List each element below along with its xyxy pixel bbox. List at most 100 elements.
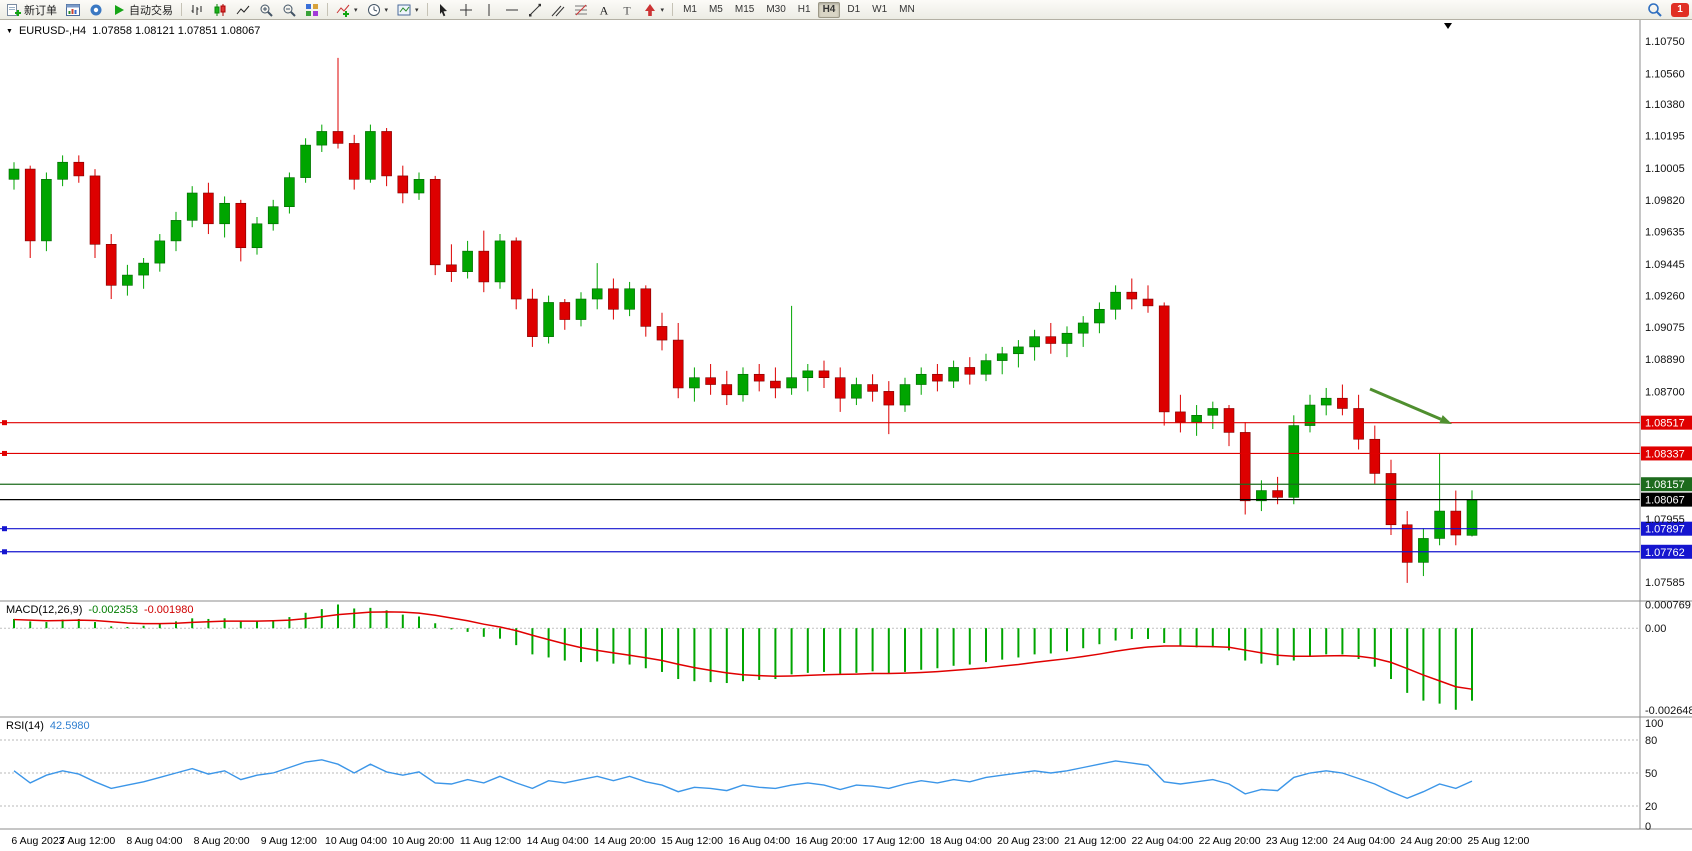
zoom-out-button[interactable] (278, 0, 300, 19)
svg-text:22 Aug 04:00: 22 Aug 04:00 (1131, 835, 1193, 847)
svg-text:A: A (599, 3, 608, 17)
horizontal-line-button[interactable] (501, 0, 523, 19)
svg-text:1.09260: 1.09260 (1645, 291, 1685, 303)
chart-quote: ▼ EURUSD-,H4 1.07858 1.08121 1.07851 1.0… (6, 25, 260, 37)
periods-button[interactable]: ▾ (363, 0, 393, 19)
clock-icon (367, 3, 380, 16)
svg-text:25 Aug 12:00: 25 Aug 12:00 (1467, 835, 1529, 847)
svg-text:1.08517: 1.08517 (1645, 418, 1685, 430)
svg-text:1.07762: 1.07762 (1645, 547, 1685, 559)
svg-text:T: T (623, 3, 631, 17)
svg-text:16 Aug 04:00: 16 Aug 04:00 (728, 835, 790, 847)
candlestick-chart-type-button[interactable] (209, 0, 231, 19)
toolbar: 新订单 自动交易 (0, 0, 1692, 20)
channel-icon (551, 5, 564, 16)
svg-text:1.08700: 1.08700 (1645, 386, 1685, 398)
rsi-label: RSI(14) 42.5980 (6, 720, 90, 732)
horizontal-line-icon (505, 9, 518, 10)
dropdown-caret-icon: ▾ (384, 6, 389, 14)
new-order-button[interactable]: 新订单 (3, 0, 61, 19)
vertical-line-button[interactable] (478, 0, 500, 19)
svg-text:0: 0 (1645, 821, 1651, 833)
svg-text:15 Aug 12:00: 15 Aug 12:00 (661, 835, 723, 847)
svg-text:21 Aug 12:00: 21 Aug 12:00 (1064, 835, 1126, 847)
svg-text:0.000769: 0.000769 (1645, 599, 1691, 611)
notification-badge[interactable]: 1 (1671, 2, 1689, 17)
charts-window-button[interactable] (62, 0, 84, 19)
toolbar-separator (672, 3, 674, 16)
macd-signal-value: -0.001980 (143, 604, 194, 616)
text-button[interactable]: A (593, 0, 615, 19)
templates-icon (397, 4, 411, 15)
rsi-value: 42.5980 (49, 720, 90, 732)
candlestick-chart-icon (214, 3, 226, 16)
arrows-button[interactable]: ▾ (639, 0, 669, 19)
bar-chart-icon (191, 4, 202, 15)
svg-text:22 Aug 20:00: 22 Aug 20:00 (1199, 835, 1261, 847)
chart-shift-marker-icon[interactable] (1444, 23, 1452, 29)
collapse-icon[interactable]: ▼ (6, 28, 13, 35)
equidistant-channel-button[interactable] (547, 0, 569, 19)
zoom-out-icon (283, 4, 296, 17)
timeframe-m5-button[interactable]: M5 (704, 2, 728, 18)
fibonacci-icon (574, 4, 587, 15)
svg-text:20: 20 (1645, 801, 1657, 813)
timeframe-m15-button[interactable]: M15 (730, 2, 759, 18)
cursor-button[interactable] (432, 0, 454, 19)
svg-text:24 Aug 04:00: 24 Aug 04:00 (1333, 835, 1395, 847)
svg-text:14 Aug 20:00: 14 Aug 20:00 (594, 835, 656, 847)
svg-text:50: 50 (1645, 768, 1657, 780)
svg-text:1.07585: 1.07585 (1645, 577, 1685, 589)
trendline-button[interactable] (524, 0, 546, 19)
rsi-title: RSI(14) (6, 720, 44, 732)
text-label-icon: T (623, 3, 631, 17)
svg-text:10 Aug 04:00: 10 Aug 04:00 (325, 835, 387, 847)
svg-text:14 Aug 04:00: 14 Aug 04:00 (527, 835, 589, 847)
timeframe-w1-button[interactable]: W1 (867, 2, 892, 18)
community-button[interactable] (85, 0, 107, 19)
zoom-in-icon (260, 4, 273, 17)
dropdown-caret-icon: ▾ (354, 6, 358, 14)
indicators-icon (336, 4, 350, 17)
indicators-button[interactable]: ▾ (332, 0, 362, 19)
tile-windows-icon (306, 3, 318, 16)
auto-trading-button[interactable]: 自动交易 (108, 0, 177, 19)
zoom-in-button[interactable] (255, 0, 277, 19)
trendline-icon (528, 3, 541, 16)
svg-text:80: 80 (1645, 735, 1657, 747)
crosshair-button[interactable] (455, 0, 477, 19)
bar-chart-type-button[interactable] (186, 0, 208, 19)
timeframe-d1-button[interactable]: D1 (842, 2, 865, 18)
svg-text:23 Aug 12:00: 23 Aug 12:00 (1266, 835, 1328, 847)
tile-windows-button[interactable] (301, 0, 323, 19)
fibonacci-button[interactable] (570, 0, 592, 19)
svg-text:1.07897: 1.07897 (1645, 524, 1685, 536)
dropdown-caret-icon: ▾ (660, 6, 665, 14)
svg-text:1.09075: 1.09075 (1645, 322, 1685, 334)
svg-text:1.09445: 1.09445 (1645, 259, 1685, 271)
timeframe-mn-button[interactable]: MN (894, 2, 920, 18)
templates-button[interactable]: ▾ (393, 0, 423, 19)
svg-text:18 Aug 04:00: 18 Aug 04:00 (930, 835, 992, 847)
timeframe-h1-button[interactable]: H1 (793, 2, 816, 18)
svg-text:1.10195: 1.10195 (1645, 131, 1685, 143)
search-button[interactable] (1643, 0, 1666, 19)
timeframe-m1-button[interactable]: M1 (678, 2, 702, 18)
text-label-button[interactable]: T (616, 0, 638, 19)
svg-text:1.10005: 1.10005 (1645, 163, 1685, 175)
svg-text:8 Aug 04:00: 8 Aug 04:00 (126, 835, 182, 847)
svg-text:6 Aug 2023: 6 Aug 2023 (11, 835, 64, 847)
toolbar-separator (327, 3, 328, 16)
timeframe-h4-button[interactable]: H4 (817, 1, 841, 18)
arrow-annotation[interactable] (1369, 387, 1452, 424)
auto-trading-icon (115, 4, 124, 15)
line-chart-type-button[interactable] (232, 0, 254, 19)
search-icon (1648, 3, 1662, 17)
timeframe-group: M1 M5 M15 M30 H1 H4 D1 W1 MN (677, 1, 921, 18)
macd-main-value: -0.002353 (88, 604, 138, 616)
svg-text:1.08157: 1.08157 (1645, 479, 1685, 491)
chart-window-icon (66, 3, 80, 16)
timeframe-m30-button[interactable]: M30 (761, 2, 790, 18)
